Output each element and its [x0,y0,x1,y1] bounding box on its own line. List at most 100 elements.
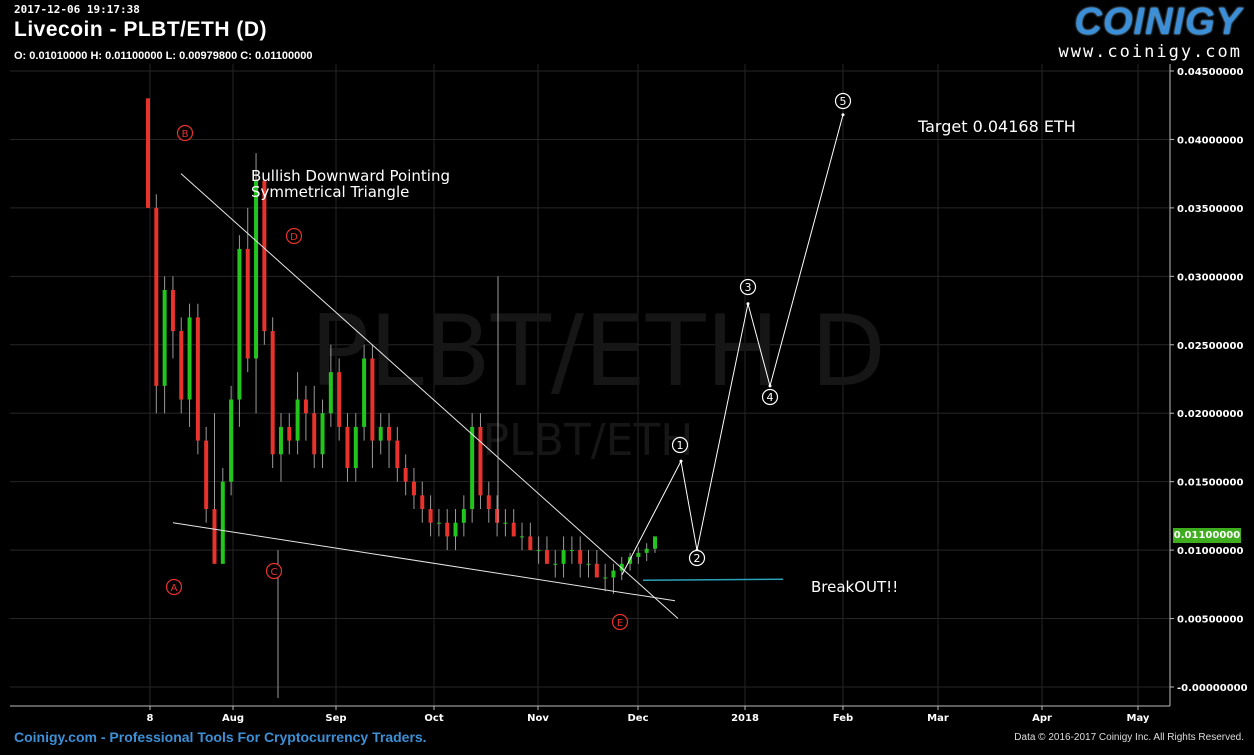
y-tick-label: 0.03500000 [1177,204,1243,215]
candle-body [195,317,200,441]
candle-body [511,522,516,537]
candle-body [345,426,350,468]
x-tick-label: 2018 [731,713,759,724]
wave-label-5: 5 [840,95,847,108]
candle-body [544,550,549,564]
candle-body [561,550,566,564]
y-axis: 0.04500000 0.04000000 0.03500000 0.03000000… [1169,64,1248,706]
projection-vertex [841,113,845,117]
y-tick-label: 0.01000000 [1177,546,1243,557]
projection-vertex [746,302,750,306]
candle-body [229,399,234,482]
footer-tagline[interactable]: Coinigy.com - Professional Tools For Cry… [14,729,427,745]
candle-body [553,563,558,565]
wave-marker-3 [739,278,757,296]
candle-body [536,550,541,552]
footer-copyright: Data © 2016-2017 Coinigy Inc. All Rights… [1014,732,1244,743]
y-tick-label: 0.02500000 [1177,341,1243,352]
candle-body [653,536,657,549]
projection-vertex [768,384,772,388]
wave-label-A: A [171,583,178,594]
y-tick-label: 0.01500000 [1177,478,1243,489]
candle-body [146,98,150,208]
candle-body [378,426,383,441]
lower-trendline [172,522,676,602]
y-tick-label: 0.02000000 [1177,409,1243,420]
wave-marker-C [265,562,283,580]
candle-body [436,522,441,524]
candle-body [320,413,325,455]
x-tick-label: Dec [627,713,648,724]
candle-body [503,522,508,524]
candle-body [495,509,500,523]
x-axis: 8 Aug Sep Oct Nov Dec 2018 Feb Mar Apr May [10,705,1170,724]
candle-body [387,426,392,441]
annotation-1: Symmetrical Triangle [251,183,409,201]
projection-vertex [679,459,683,463]
candle-body [520,536,525,538]
watermark-large: PLBT/ETH D [310,295,886,409]
current-price-badge: 0.01100000 [1173,528,1241,543]
candle-body [204,440,209,510]
watermark-small: PLBT/ETH [483,415,694,466]
candle-body [603,577,608,579]
timestamp: 2017-12-06 19:17:38 [14,3,140,16]
candle-body [478,426,483,496]
logo-word: COINIGY [1074,1,1242,43]
candle-body [453,522,458,537]
wave-marker-2 [688,549,706,567]
candle-body [278,426,283,455]
wave-label-C: C [271,567,278,578]
wave-label-3: 3 [745,281,752,294]
y-tick-label: -0.00000000 [1177,683,1248,694]
wave-marker-E [611,613,629,631]
breakout-line [642,578,784,581]
x-tick-label: Feb [833,713,853,724]
candle-body [594,563,599,578]
wave-label-E: E [617,618,623,629]
wave-marker-5 [834,92,852,110]
candle-body [362,358,367,427]
candle-body [312,413,317,455]
candles [146,98,657,698]
candle-body [470,426,475,510]
candle-body [403,467,408,482]
wave-marker-1 [671,436,689,454]
x-tick-label: Apr [1032,713,1052,724]
x-tick-label: May [1127,713,1150,724]
x-tick-label: Sep [325,713,346,724]
candle-body [569,550,574,552]
watermark: PLBT/ETH D PLBT/ETH [310,295,886,466]
candle-body [270,331,275,455]
candle-body [461,509,466,523]
candle-body [187,317,192,400]
wave-label-2: 2 [694,552,701,565]
candle-body [328,372,333,414]
candle-body [254,180,259,359]
annotation-2: Target 0.04168 ETH [917,117,1076,136]
y-tick-label: 0.03000000 [1177,272,1243,283]
annotation-0: Bullish Downward Pointing [251,167,450,185]
x-tick-label: Nov [527,713,549,724]
wave-label-D: D [290,232,298,243]
candle-body [353,426,358,468]
candle-body [212,509,217,564]
coinigy-logo[interactable]: COINIGY www.coinigy.com [1058,2,1242,62]
candle-body [411,481,416,496]
candle-body [586,563,591,565]
candle-body [628,556,633,564]
y-tick-label: 0.04000000 [1177,135,1243,146]
ohlc-readout: O: 0.01010000 H: 0.01100000 L: 0.0097980… [14,50,313,62]
upper-trendline [180,173,679,619]
candle-body [170,290,175,332]
candle-body [303,399,308,414]
candle-body [636,552,641,557]
candle-body [220,481,225,564]
candle-body [486,495,491,510]
wave-marker-A [165,578,183,596]
wave-marker-4 [761,388,779,406]
candle-body [420,495,425,510]
y-tick-label: 0.00500000 [1177,615,1243,626]
candle-body [237,248,242,400]
